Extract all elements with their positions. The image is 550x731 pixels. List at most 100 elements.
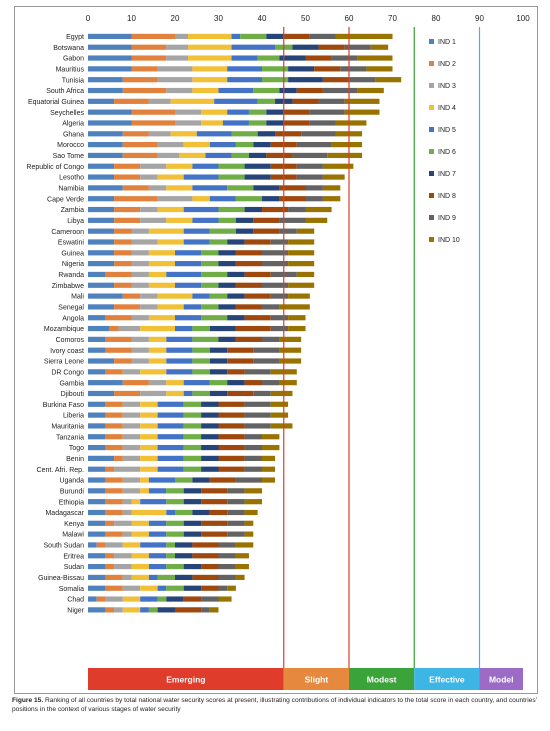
- bar-segment: [244, 466, 262, 472]
- bar-segment: [209, 390, 228, 397]
- bar-segment: [114, 553, 132, 559]
- bar-segment: [227, 109, 249, 115]
- bar-segment: [175, 33, 189, 40]
- bar-segment: [279, 380, 297, 386]
- bar-segment: [244, 315, 271, 321]
- bar-segment: [331, 142, 363, 148]
- legend-swatch: [429, 193, 434, 198]
- bar-segment: [166, 488, 184, 494]
- bar-segment: [131, 44, 167, 50]
- legend-swatch: [429, 61, 434, 66]
- bar-segment: [227, 315, 245, 321]
- bar-segment: [148, 261, 175, 267]
- category-label: Angola: [62, 315, 84, 322]
- bar-segment: [196, 131, 232, 137]
- bar-segment: [118, 325, 141, 332]
- bar-segment: [183, 499, 202, 505]
- bar-segment: [157, 585, 167, 591]
- bar-segment: [201, 466, 219, 472]
- bar-segment: [122, 542, 141, 548]
- bar-segment: [301, 131, 336, 137]
- bar-segment: [231, 55, 258, 61]
- bar-segment: [157, 152, 180, 159]
- bar-segment: [105, 347, 132, 353]
- bar-segment: [235, 196, 262, 202]
- bar-segment: [188, 44, 232, 50]
- bar-segment: [140, 596, 158, 602]
- bar-segment: [148, 553, 167, 559]
- bar-segment: [244, 520, 254, 526]
- category-label: Namibia: [58, 185, 84, 192]
- bar-segment: [140, 585, 158, 591]
- category-label: Uganda: [59, 478, 84, 485]
- bar-segment: [270, 423, 293, 429]
- bar-segment: [105, 315, 132, 321]
- bar-segment: [157, 455, 184, 461]
- bar-segment: [114, 563, 132, 570]
- bar-segment: [292, 98, 319, 104]
- bar-segment: [148, 347, 167, 353]
- bar-segment: [157, 196, 193, 202]
- bar-segment: [166, 336, 193, 342]
- bar-segment: [88, 228, 115, 234]
- bar-segment: [131, 228, 149, 234]
- bar-segment: [175, 509, 193, 516]
- bar-segment: [122, 488, 141, 494]
- bar-segment: [270, 239, 289, 245]
- bar-segment: [275, 131, 302, 137]
- bar-segment: [131, 358, 149, 364]
- x-tick-label: 40: [258, 14, 267, 23]
- bar-segment: [122, 87, 167, 94]
- bar-segment: [88, 109, 132, 115]
- bar-segment: [88, 488, 106, 494]
- bar-segment: [209, 293, 228, 299]
- bar-segment: [244, 423, 271, 429]
- bar-segment: [148, 336, 167, 342]
- bar-segment: [183, 174, 219, 180]
- bar-segment: [288, 206, 306, 213]
- bar-segment: [218, 261, 236, 267]
- bar-segment: [209, 325, 236, 332]
- bar-segment: [253, 390, 271, 397]
- bar-segment: [88, 44, 132, 50]
- category-label: Tunisia: [62, 77, 84, 84]
- bar-segment: [114, 520, 132, 526]
- bar-segment: [105, 531, 123, 537]
- bar-segment: [192, 77, 228, 83]
- bar-segment: [157, 66, 193, 72]
- bar-segment: [183, 488, 202, 494]
- bar-segment: [140, 455, 158, 461]
- category-label: Libya: [67, 218, 84, 225]
- bar-segment: [179, 152, 206, 159]
- bar-segment: [209, 196, 236, 202]
- category-label: Chad: [67, 597, 84, 604]
- bar-segment: [105, 520, 115, 526]
- bar-segment: [209, 509, 228, 516]
- bar-segment: [131, 271, 149, 278]
- bar-segment: [270, 412, 289, 418]
- bar-segment: [292, 44, 319, 50]
- bar-segment: [88, 531, 106, 537]
- bar-segment: [370, 44, 389, 50]
- bar-segment: [192, 369, 210, 375]
- bar-segment: [140, 174, 158, 180]
- bar-segment: [209, 239, 228, 245]
- bar-segment: [253, 185, 280, 191]
- bar-segment: [148, 574, 158, 581]
- bar-segment: [148, 98, 171, 104]
- bar-segment: [114, 217, 141, 223]
- bar-segment: [231, 131, 258, 137]
- bar-segment: [235, 542, 254, 548]
- category-label: Djibouti: [61, 391, 85, 398]
- bar-segment: [114, 239, 132, 245]
- bar-segment: [88, 152, 123, 159]
- bar-segment: [244, 239, 271, 245]
- bar-segment: [327, 152, 363, 159]
- bar-segment: [148, 228, 184, 234]
- bar-segment: [114, 358, 132, 364]
- bar-segment: [244, 401, 271, 407]
- bar-segment: [227, 509, 245, 516]
- bar-segment: [192, 293, 210, 299]
- bar-segment: [105, 542, 123, 548]
- bar-segment: [227, 369, 245, 375]
